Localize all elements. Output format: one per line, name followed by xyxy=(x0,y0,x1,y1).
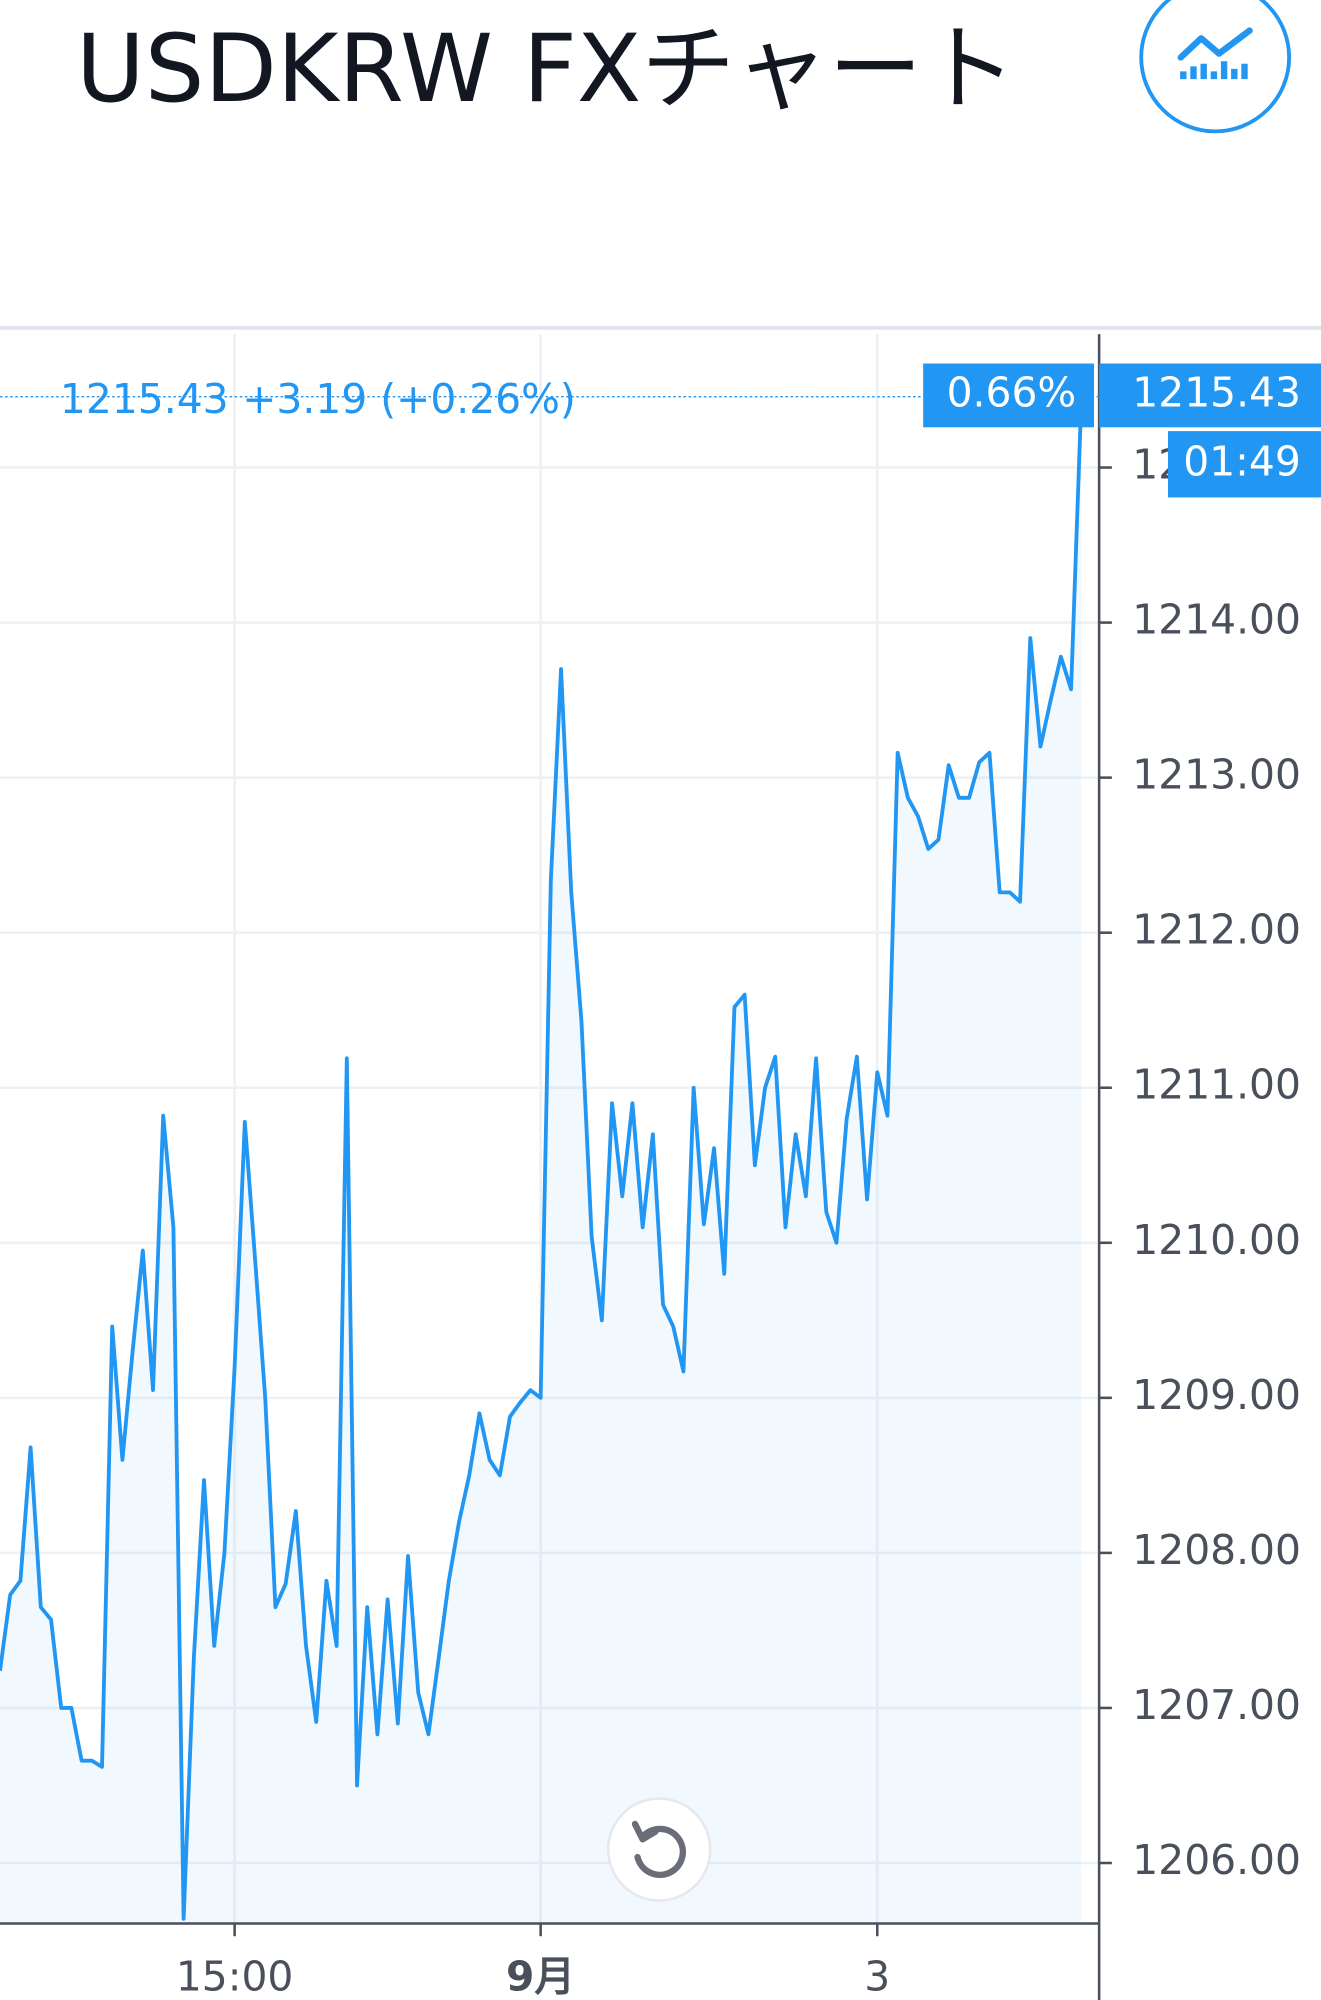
area xyxy=(0,400,1082,1924)
price-line xyxy=(0,400,1084,1921)
y-tick-label: 1211.00 xyxy=(1132,1061,1301,1109)
y-tick-label: 1214.00 xyxy=(1132,596,1301,644)
percent-label: 0.66% xyxy=(947,368,1077,416)
reset-icon[interactable] xyxy=(634,1825,687,1879)
percent-box xyxy=(923,363,1095,428)
x-tick-label: 15:00 xyxy=(176,1953,294,2000)
countdown-label: 01:49 xyxy=(1183,437,1301,485)
button-icon-bars[interactable] xyxy=(1180,61,1248,80)
reset-icon-arrow[interactable] xyxy=(631,1820,659,1843)
countdown-box xyxy=(1167,431,1321,498)
y-tick-label: 1212.00 xyxy=(1132,906,1301,954)
axis-overlay: 1206.00 1207.00 1208.00 1209.00 1210.00 1211.… xyxy=(176,441,1301,2000)
button-icon[interactable] xyxy=(1177,27,1253,61)
x-tick-label: 9月 xyxy=(506,1953,575,2000)
chart-title: USDKRW FXチャート xyxy=(76,15,1017,124)
y-tick-label: 1207.00 xyxy=(1132,1681,1301,1729)
legend-change: +3.19 (+0.26%) xyxy=(242,375,576,423)
y-tick-label: 1213.00 xyxy=(1132,751,1301,799)
plot xyxy=(0,334,1100,1924)
x-tick-label: 3 xyxy=(864,1953,890,2000)
legend-price: 1215.43 xyxy=(60,375,229,423)
reset-circle[interactable] xyxy=(606,1797,712,1902)
price-label: 1215.43 xyxy=(1132,368,1301,416)
reset-button[interactable] xyxy=(606,1797,712,1902)
price-box xyxy=(1099,363,1321,428)
y-tick-label: 1209.00 xyxy=(1132,1371,1301,1419)
y-tick-label: 1206.00 xyxy=(1132,1836,1301,1884)
button-ring[interactable] xyxy=(1139,0,1292,134)
y-tick-label: 1210.00 xyxy=(1132,1216,1301,1264)
y-tick-label: 1208.00 xyxy=(1132,1526,1301,1574)
chart-type-button[interactable] xyxy=(1139,0,1292,134)
